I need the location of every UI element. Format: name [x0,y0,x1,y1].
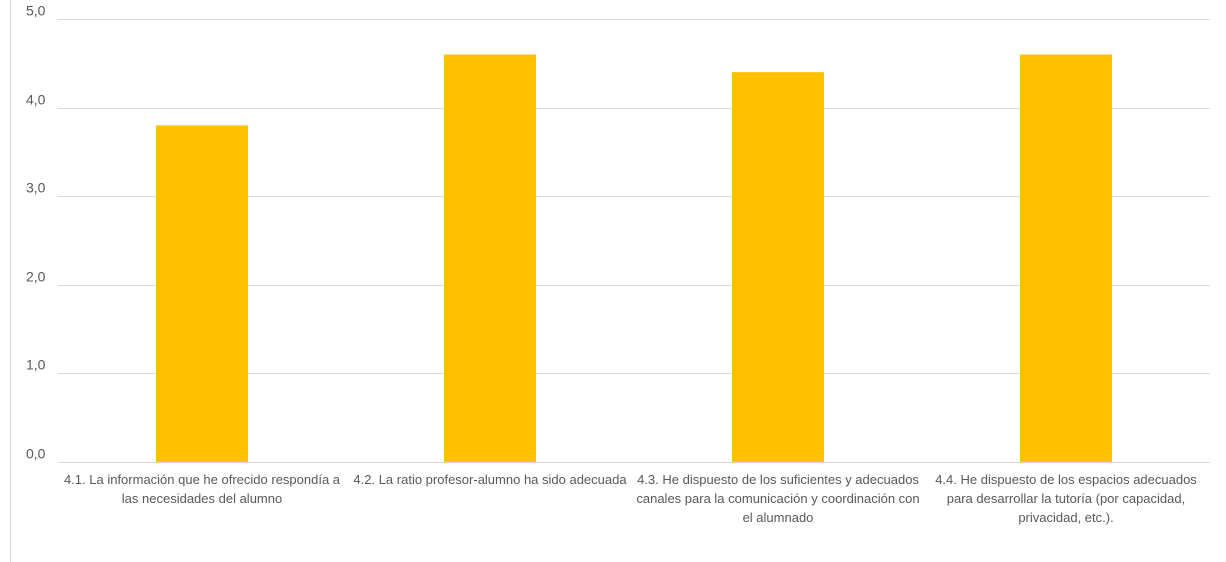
x-category-label-4: 4.4. He dispuesto de los espacios adecua… [935,472,1197,525]
x-category-label-1: 4.1. La información que he ofrecido resp… [63,472,341,506]
bar-2 [444,54,536,462]
y-tick-label: 4,0 [26,92,46,108]
y-tick-label: 0,0 [26,446,46,462]
y-tick-label: 5,0 [26,3,46,19]
chart-left-border [10,0,11,562]
bar-1 [156,125,248,462]
bar-3 [732,72,824,462]
x-category-label-3: 4.3. He dispuesto de los suficientes y a… [636,472,920,525]
y-tick-label: 3,0 [26,180,46,196]
bar-4 [1020,54,1112,462]
x-category-label-2: 4.2. La ratio profesor-alumno ha sido ad… [353,472,627,487]
y-tick-label: 1,0 [26,357,46,373]
y-tick-label: 2,0 [26,269,46,285]
